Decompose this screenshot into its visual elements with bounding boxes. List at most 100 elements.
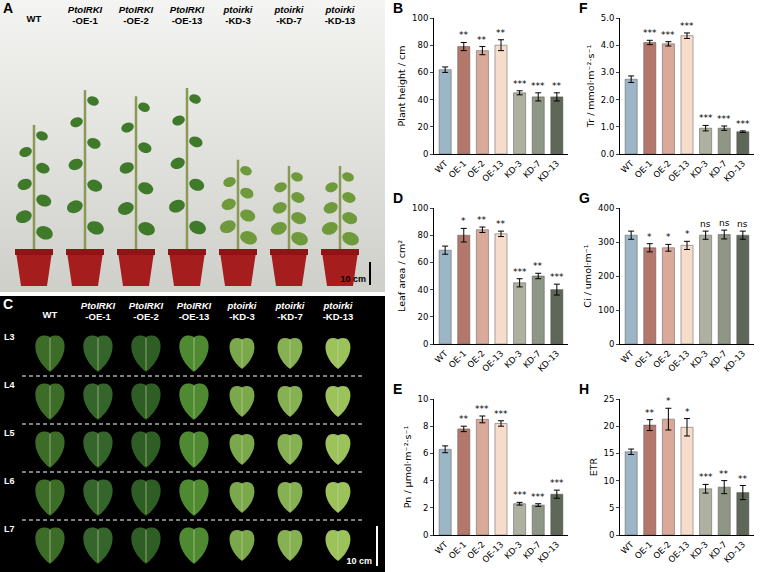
- svg-text:OE-1: OE-1: [447, 539, 469, 561]
- svg-text:5.0: 5.0: [601, 13, 615, 23]
- svg-text:KD-7: KD-7: [707, 539, 729, 561]
- svg-text:2: 2: [423, 503, 428, 513]
- svg-text:***: ***: [531, 492, 545, 502]
- svg-text:KD-7: KD-7: [707, 348, 729, 370]
- svg-text:200: 200: [598, 271, 614, 281]
- svg-text:25: 25: [603, 394, 614, 404]
- svg-text:0: 0: [423, 530, 428, 540]
- svg-text:300: 300: [598, 237, 614, 247]
- svg-text:Leaf area / cm²: Leaf area / cm²: [396, 240, 407, 312]
- svg-text:OE-1: OE-1: [633, 158, 655, 180]
- svg-text:**: **: [645, 408, 655, 418]
- svg-text:*: *: [685, 407, 690, 417]
- svg-text:KD-3: KD-3: [688, 158, 710, 180]
- svg-text:ptoirki-KD-7: ptoirki-KD-7: [274, 300, 304, 322]
- svg-text:KD-7: KD-7: [521, 348, 543, 370]
- svg-text:WT: WT: [43, 309, 58, 320]
- svg-text:**: **: [496, 28, 506, 38]
- svg-text:OE-13: OE-13: [480, 158, 505, 183]
- svg-text:KD-3: KD-3: [688, 348, 710, 370]
- svg-text:60: 60: [417, 257, 428, 267]
- svg-text:8: 8: [423, 421, 428, 431]
- svg-text:KD-3: KD-3: [502, 158, 524, 180]
- svg-text:10 cm: 10 cm: [340, 274, 366, 284]
- svg-text:400: 400: [598, 203, 614, 213]
- svg-text:OE-1: OE-1: [447, 158, 469, 180]
- svg-text:PtoIRKI-OE-1: PtoIRKI-OE-1: [68, 4, 103, 26]
- svg-text:KD-7: KD-7: [521, 158, 543, 180]
- svg-text:OE-13: OE-13: [666, 158, 691, 183]
- svg-text:**: **: [477, 35, 487, 45]
- svg-text:**: **: [496, 219, 506, 229]
- svg-text:100: 100: [598, 305, 614, 315]
- svg-text:*: *: [685, 229, 690, 239]
- svg-text:*: *: [647, 232, 652, 242]
- svg-text:PtoIRKI-OE-13: PtoIRKI-OE-13: [170, 4, 205, 26]
- svg-text:WT: WT: [433, 158, 450, 175]
- svg-text:40: 40: [417, 285, 428, 295]
- svg-text:**: **: [552, 81, 562, 91]
- svg-text:20: 20: [603, 421, 614, 431]
- svg-text:KD-13: KD-13: [536, 158, 561, 183]
- svg-text:OE-13: OE-13: [480, 539, 505, 564]
- svg-text:ns: ns: [719, 218, 730, 228]
- svg-text:KD-13: KD-13: [722, 348, 747, 373]
- svg-text:2.0: 2.0: [601, 95, 615, 105]
- svg-text:80: 80: [417, 230, 428, 240]
- svg-text:L6: L6: [4, 476, 15, 486]
- svg-text:OE-13: OE-13: [666, 539, 691, 564]
- svg-text:60: 60: [417, 67, 428, 77]
- svg-text:ns: ns: [737, 219, 748, 229]
- svg-text:OE-1: OE-1: [447, 348, 469, 370]
- svg-text:**: **: [533, 261, 543, 271]
- svg-text:L3: L3: [4, 332, 15, 342]
- svg-text:KD-3: KD-3: [502, 348, 524, 370]
- svg-text:20: 20: [417, 122, 428, 132]
- svg-text:PtoIRKI-OE-2: PtoIRKI-OE-2: [119, 4, 154, 26]
- svg-text:KD-7: KD-7: [521, 539, 543, 561]
- svg-text:ptoirki-KD-13: ptoirki-KD-13: [324, 4, 355, 26]
- svg-text:***: ***: [475, 404, 489, 414]
- svg-text:4: 4: [423, 476, 428, 486]
- svg-text:100: 100: [412, 203, 428, 213]
- svg-text:ns: ns: [700, 219, 711, 229]
- svg-text:10 cm: 10 cm: [346, 556, 372, 566]
- svg-text:OE-13: OE-13: [666, 348, 691, 373]
- svg-text:WT: WT: [433, 348, 450, 365]
- svg-text:***: ***: [736, 119, 750, 129]
- svg-text:***: ***: [513, 490, 527, 500]
- svg-text:PtoIRKI-OE-2: PtoIRKI-OE-2: [129, 300, 164, 322]
- svg-text:10: 10: [417, 394, 428, 404]
- svg-text:OE-2: OE-2: [465, 348, 487, 370]
- svg-text:***: ***: [494, 409, 508, 419]
- svg-text:OE-1: OE-1: [633, 539, 655, 561]
- svg-text:***: ***: [680, 21, 694, 31]
- svg-text:5: 5: [609, 503, 614, 513]
- svg-text:0: 0: [423, 149, 428, 159]
- svg-text:OE-2: OE-2: [465, 539, 487, 561]
- svg-text:WT: WT: [619, 539, 636, 556]
- svg-text:PtoIRKI-OE-1: PtoIRKI-OE-1: [81, 300, 116, 322]
- svg-text:ptoirki-KD-3: ptoirki-KD-3: [222, 4, 252, 26]
- svg-text:OE-13: OE-13: [480, 348, 505, 373]
- svg-text:KD-13: KD-13: [536, 539, 561, 564]
- svg-text:OE-1: OE-1: [633, 348, 655, 370]
- svg-text:Tr / mmol·m⁻²·s⁻¹: Tr / mmol·m⁻²·s⁻¹: [585, 45, 596, 129]
- svg-text:***: ***: [661, 30, 675, 40]
- svg-text:KD-3: KD-3: [502, 539, 524, 561]
- svg-text:***: ***: [550, 478, 564, 488]
- svg-text:20: 20: [417, 312, 428, 322]
- svg-text:KD-7: KD-7: [707, 158, 729, 180]
- svg-text:OE-2: OE-2: [651, 348, 673, 370]
- svg-text:***: ***: [643, 28, 657, 38]
- svg-text:ptoirki-KD-7: ptoirki-KD-7: [273, 4, 303, 26]
- svg-text:10: 10: [603, 476, 614, 486]
- svg-text:Plant height / cm: Plant height / cm: [396, 46, 407, 127]
- svg-text:WT: WT: [619, 348, 636, 365]
- svg-text:80: 80: [417, 40, 428, 50]
- svg-text:**: **: [477, 215, 487, 225]
- svg-text:***: ***: [550, 272, 564, 282]
- svg-text:OE-2: OE-2: [651, 158, 673, 180]
- svg-text:**: **: [459, 414, 469, 424]
- svg-text:**: **: [719, 469, 729, 479]
